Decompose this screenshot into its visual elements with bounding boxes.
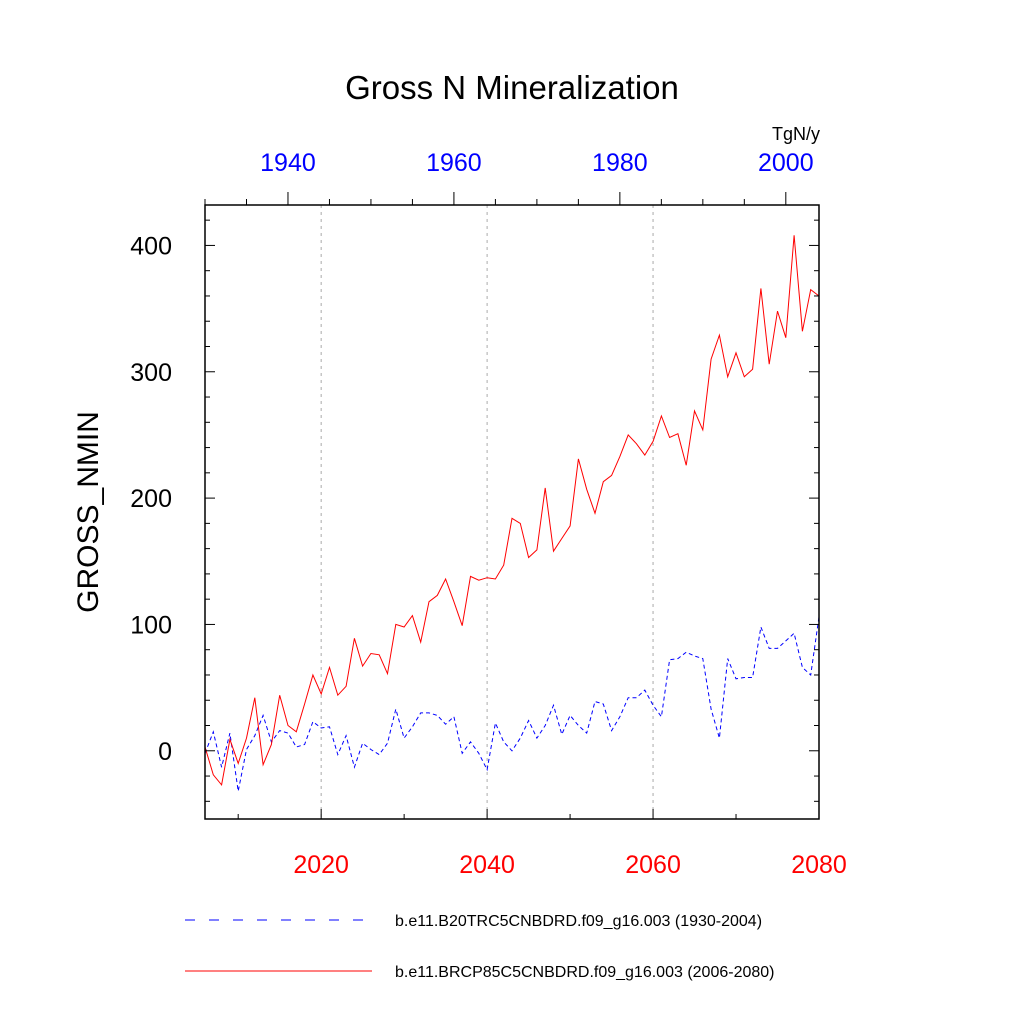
y-tick-label: 200	[130, 485, 172, 513]
x-top-tick-label: 2000	[758, 149, 814, 177]
legend-label-historical: b.e11.B20TRC5CNBDRD.f09_g16.003 (1930-20…	[395, 913, 762, 930]
y-tick-label: 100	[130, 611, 172, 639]
x-bottom-tick-label: 2020	[293, 851, 349, 879]
x-top-tick-label: 1980	[592, 149, 648, 177]
legend: b.e11.B20TRC5CNBDRD.f09_g16.003 (1930-20…	[185, 913, 774, 981]
x-bottom-tick-label: 2060	[625, 851, 681, 879]
y-axis-label: GROSS_NMIN	[72, 411, 105, 613]
plot-frame	[204, 204, 820, 820]
units-label: TgN/y	[772, 124, 820, 144]
ticks-layer: 0 100 200 300 400 2020 2040 2060 2080 1940 1960 198…	[130, 149, 847, 879]
x-bottom-tick-label: 2040	[459, 851, 515, 879]
chart-title: Gross N Mineralization	[345, 69, 679, 106]
x-top-tick-label: 1960	[426, 149, 482, 177]
y-tick-label: 0	[158, 738, 172, 766]
series-layer	[204, 235, 820, 792]
series-line-1	[204, 235, 820, 787]
x-bottom-tick-label: 2080	[791, 851, 847, 879]
legend-label-rcp85: b.e11.BRCP85C5CNBDRD.f09_g16.003 (2006-2…	[395, 964, 774, 981]
y-tick-label: 300	[130, 359, 172, 387]
series-line-0	[204, 616, 820, 792]
y-tick-label: 400	[130, 232, 172, 260]
x-top-tick-label: 1940	[260, 149, 316, 177]
grid-layer	[320, 205, 654, 819]
